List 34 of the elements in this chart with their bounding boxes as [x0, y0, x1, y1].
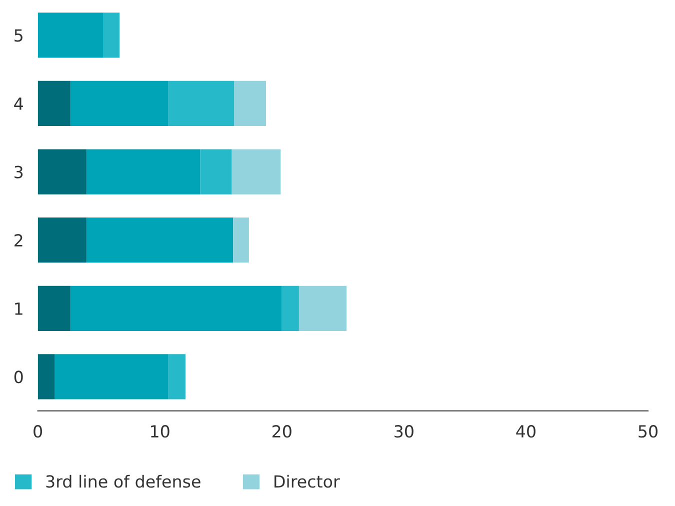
bar — [86, 218, 234, 263]
bar — [38, 12, 104, 58]
bar — [234, 80, 266, 126]
x-tick-label: 30 — [394, 425, 414, 438]
x-tick-label: 10 — [151, 425, 170, 438]
bar — [200, 149, 232, 194]
y-tick-label: 3 — [14, 166, 23, 178]
y-tick-label: 2 — [14, 234, 22, 246]
bar — [168, 80, 234, 126]
bar — [54, 354, 168, 400]
x-tick-label: 40 — [516, 425, 536, 438]
bar — [70, 286, 282, 331]
bar — [282, 286, 299, 331]
bar — [38, 218, 87, 263]
y-tick-label: 0 — [14, 370, 23, 384]
bar — [298, 286, 347, 331]
bar — [104, 12, 120, 58]
legend-label: 3rd line of defense — [46, 474, 200, 488]
bar — [70, 80, 168, 126]
y-tick-label: 1 — [15, 302, 22, 315]
bar — [38, 354, 55, 400]
bar — [38, 286, 71, 331]
bar — [232, 149, 281, 194]
bar — [168, 354, 186, 400]
bar — [86, 149, 200, 194]
y-tick-label: 4 — [14, 98, 23, 110]
bar — [233, 218, 249, 263]
x-tick-label: 20 — [272, 425, 292, 438]
legend-label: Director — [274, 474, 340, 488]
bar — [38, 149, 87, 194]
x-tick-label: 0 — [34, 425, 42, 438]
bar — [38, 80, 71, 126]
y-tick-label: 5 — [14, 29, 22, 42]
x-tick-label: 50 — [638, 425, 658, 438]
